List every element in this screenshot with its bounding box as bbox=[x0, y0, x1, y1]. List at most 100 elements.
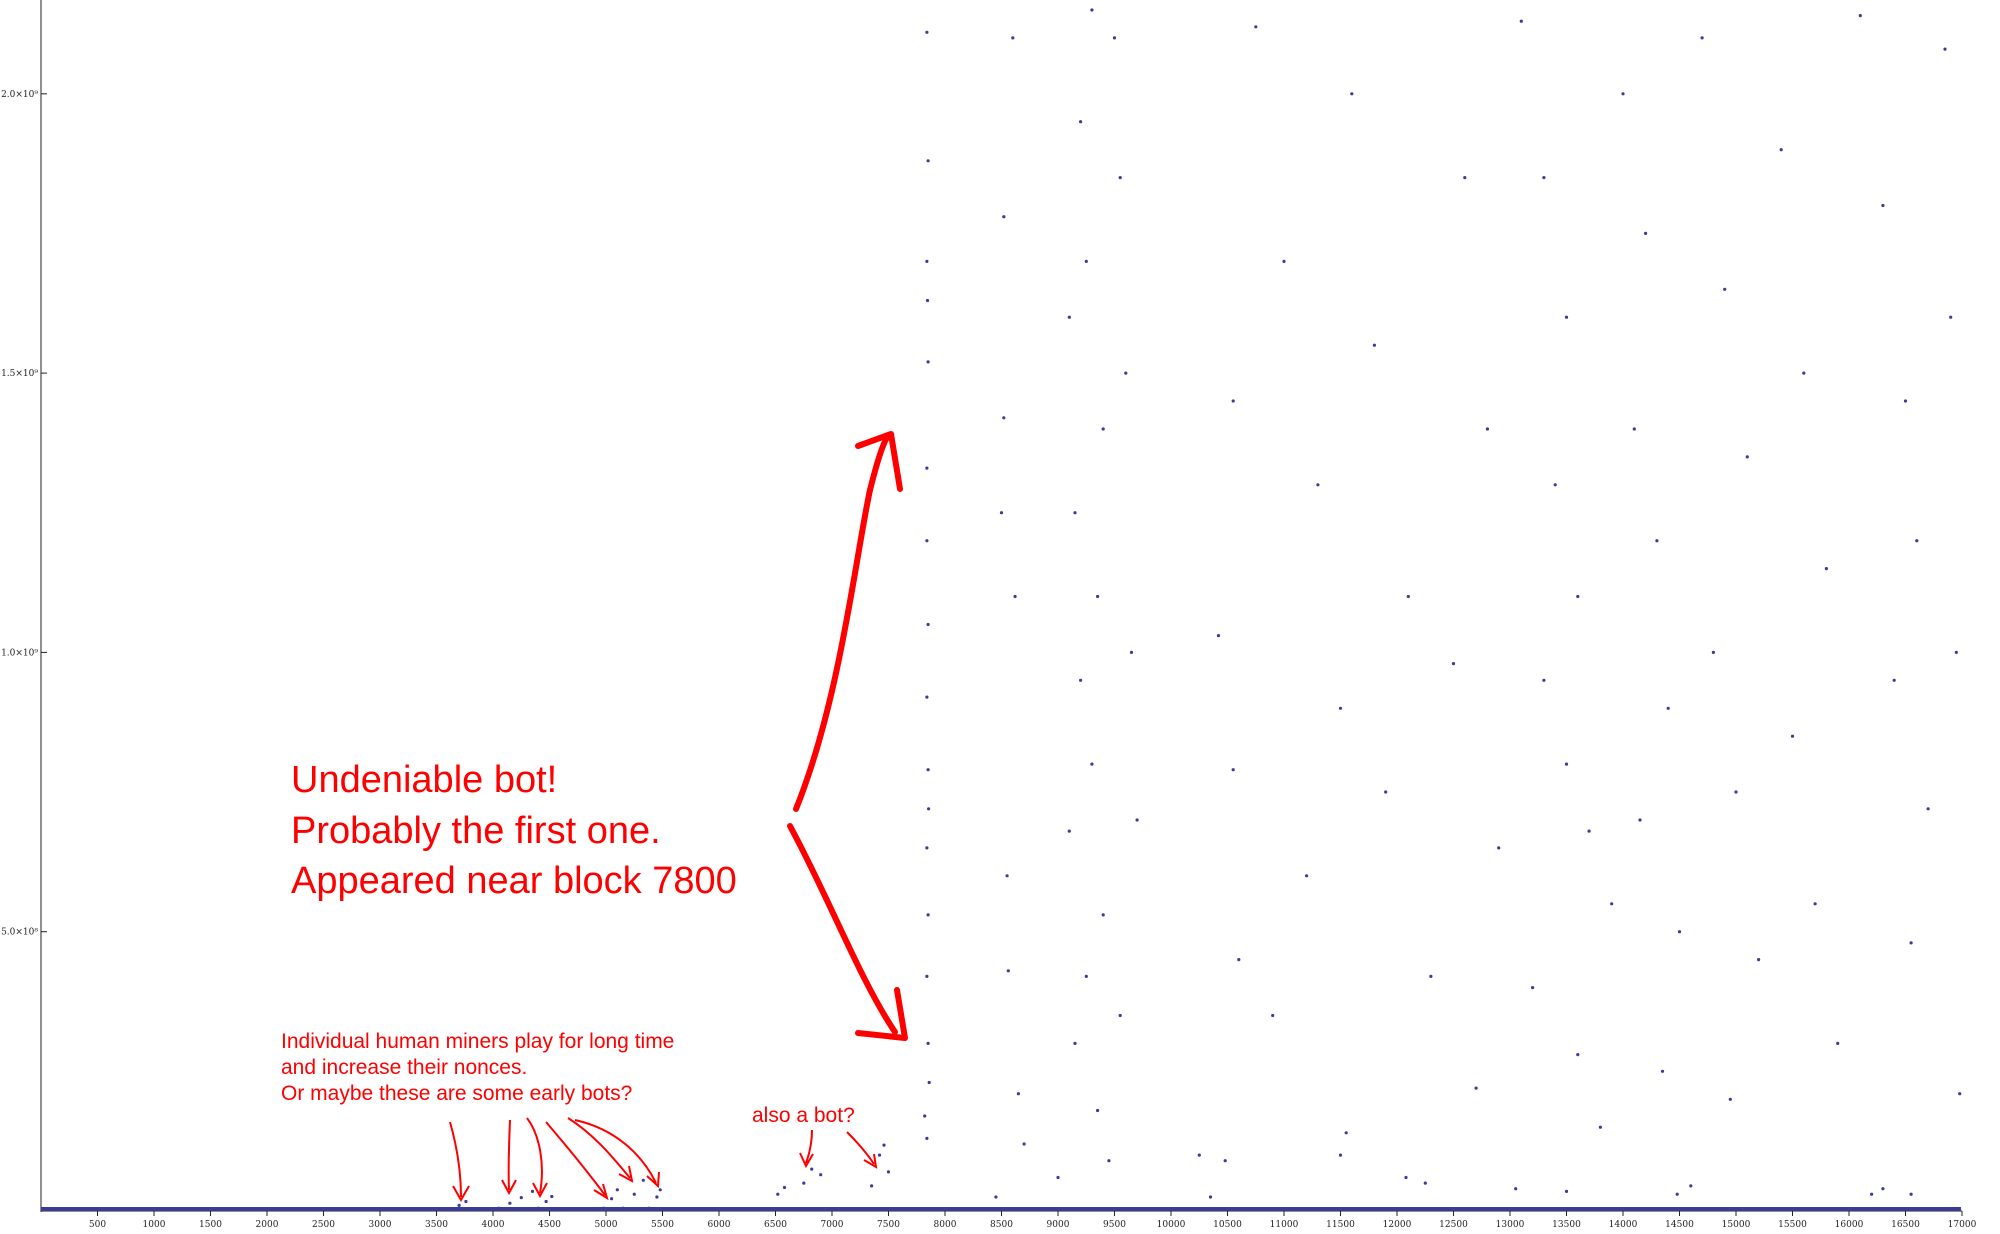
data-point bbox=[923, 1114, 927, 1118]
data-point bbox=[1338, 706, 1343, 710]
x-tick-label: 6500 bbox=[764, 1220, 787, 1230]
x-tick-label: 6000 bbox=[708, 1220, 731, 1230]
data-point bbox=[1067, 829, 1071, 833]
data-point bbox=[1429, 974, 1433, 979]
x-tick-label: 10000 bbox=[1157, 1220, 1186, 1230]
data-point bbox=[1621, 92, 1625, 96]
data-point bbox=[655, 1195, 659, 1199]
annotation-humans-line-3: Or maybe these are some early bots? bbox=[281, 1082, 632, 1105]
data-point bbox=[925, 974, 929, 979]
x-tick-label: 9000 bbox=[1047, 1220, 1070, 1230]
data-point bbox=[1689, 1184, 1693, 1188]
data-point bbox=[1016, 1092, 1021, 1096]
x-tick-label: 4000 bbox=[482, 1220, 505, 1230]
data-point bbox=[926, 159, 930, 163]
data-point bbox=[926, 1041, 930, 1045]
data-point bbox=[1576, 1053, 1580, 1057]
data-point bbox=[1231, 768, 1235, 772]
data-point bbox=[926, 768, 930, 772]
data-point bbox=[1734, 790, 1738, 794]
x-tick-label: 3500 bbox=[425, 1220, 448, 1230]
x-tick-label: 16000 bbox=[1835, 1220, 1864, 1230]
data-point bbox=[1013, 594, 1017, 599]
data-point bbox=[1926, 807, 1930, 811]
data-point bbox=[1909, 941, 1913, 945]
annotation-also-bot-arrow-1 bbox=[799, 1129, 814, 1169]
data-point bbox=[602, 1206, 606, 1210]
x-ticks: 500 1000 1500 2000 2500 3000 3500 4000 4500 5000 5… bbox=[89, 1211, 1977, 1230]
baseline-trace bbox=[41, 1207, 1961, 1211]
data-point bbox=[1406, 594, 1410, 599]
data-point bbox=[1002, 215, 1006, 219]
data-point bbox=[1216, 634, 1221, 638]
annotation-humans: Individual human miners play for long ti… bbox=[281, 1030, 674, 1203]
data-point bbox=[927, 807, 931, 811]
annotation-bot-arrow-down bbox=[787, 823, 898, 1035]
x-tick-label: 8000 bbox=[934, 1220, 957, 1230]
data-point bbox=[1084, 259, 1088, 263]
data-point bbox=[926, 622, 930, 627]
data-point bbox=[1067, 315, 1071, 319]
data-point bbox=[994, 1195, 998, 1199]
data-point bbox=[1655, 539, 1659, 543]
data-point bbox=[925, 298, 930, 303]
annotation-humans-arrow-6 bbox=[574, 1119, 660, 1189]
data-point bbox=[1129, 650, 1134, 655]
annotation-humans-arrow-5 bbox=[567, 1117, 634, 1183]
annotation-also-bot-arrow-2 bbox=[846, 1131, 878, 1169]
data-point bbox=[451, 1207, 455, 1211]
data-point bbox=[1002, 416, 1006, 420]
data-point bbox=[1745, 455, 1749, 459]
data-point bbox=[1101, 913, 1105, 917]
data-point bbox=[782, 1185, 787, 1190]
data-point bbox=[877, 1153, 882, 1157]
data-point bbox=[615, 1188, 619, 1192]
data-point bbox=[610, 1197, 614, 1201]
annotation-also-bot-label: also a bot? bbox=[752, 1104, 855, 1127]
data-point bbox=[1107, 1159, 1111, 1163]
data-point bbox=[1564, 315, 1569, 319]
annotation-bot-arrowhead-down bbox=[855, 987, 908, 1041]
x-tick-label: 3000 bbox=[369, 1220, 392, 1230]
data-point bbox=[1006, 969, 1010, 973]
data-point bbox=[1090, 8, 1094, 12]
data-point bbox=[464, 1199, 468, 1204]
data-point bbox=[1632, 427, 1636, 431]
data-point bbox=[1231, 399, 1235, 403]
data-point bbox=[1598, 1125, 1602, 1129]
data-point bbox=[925, 259, 929, 263]
data-point bbox=[1423, 1181, 1427, 1185]
data-point bbox=[1254, 25, 1258, 29]
data-point bbox=[1497, 846, 1501, 850]
data-point bbox=[530, 1189, 535, 1193]
x-tick-label: 11000 bbox=[1270, 1220, 1299, 1230]
data-point bbox=[1903, 399, 1908, 403]
data-point bbox=[1316, 483, 1320, 487]
data-point bbox=[1271, 1013, 1275, 1018]
data-point bbox=[1451, 662, 1456, 666]
data-point bbox=[1858, 14, 1862, 18]
data-point bbox=[519, 1196, 523, 1200]
x-tick-label: 2000 bbox=[256, 1220, 279, 1230]
data-point bbox=[925, 539, 929, 543]
y-tick-label: 1.0×10⁹ bbox=[1, 648, 38, 658]
data-point bbox=[1223, 1159, 1227, 1163]
x-tick-label: 11500 bbox=[1326, 1220, 1355, 1230]
data-point bbox=[457, 1203, 461, 1207]
data-point bbox=[926, 913, 930, 917]
data-point bbox=[647, 1206, 651, 1210]
annotation-bot-arrow-up bbox=[793, 433, 891, 812]
data-point bbox=[1096, 594, 1100, 599]
data-point bbox=[882, 1143, 886, 1147]
data-point bbox=[925, 695, 929, 699]
x-tick-label: 1500 bbox=[199, 1220, 222, 1230]
data-point bbox=[1813, 902, 1817, 906]
data-point bbox=[544, 1199, 548, 1204]
x-tick-label: 5000 bbox=[595, 1220, 618, 1230]
x-tick-label: 16500 bbox=[1891, 1220, 1920, 1230]
data-point bbox=[1564, 762, 1569, 766]
y-tick-label: 5.0×10⁸ bbox=[1, 928, 38, 938]
data-point bbox=[1282, 259, 1286, 263]
x-tick-label: 9500 bbox=[1103, 1220, 1126, 1230]
data-point bbox=[1372, 343, 1376, 347]
